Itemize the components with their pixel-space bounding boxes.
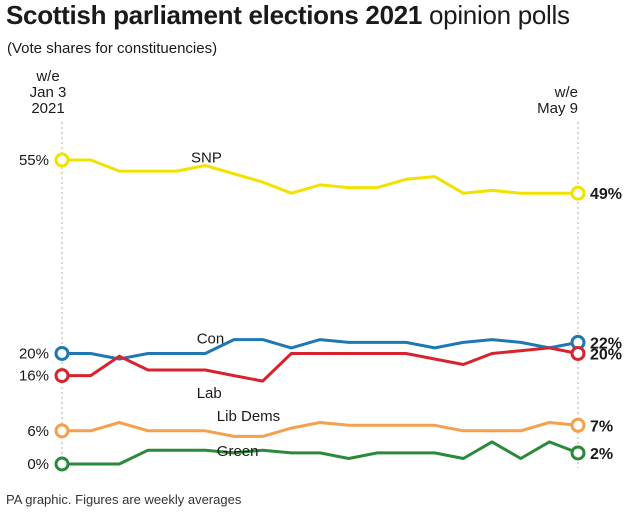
start-value-label-lab: 16% (19, 368, 49, 385)
series-start-point-lib-dems (54, 423, 70, 439)
title-bold: Scottish parliament elections 2021 (6, 0, 423, 30)
series-line-con (60, 338, 580, 361)
end-value-label-lab: 20% (590, 346, 622, 363)
series-line-green (60, 440, 580, 466)
end-value-label-green: 2% (590, 446, 613, 463)
series-end-point-lib-dems (570, 417, 586, 433)
chart-title: Scottish parliament elections 2021 opini… (6, 0, 570, 31)
series-name-label-lib-dems: Lib Dems (217, 408, 280, 425)
series-end-point-green (570, 445, 586, 461)
series-start-point-lab (54, 368, 70, 384)
series-name-label-lab: Lab (197, 385, 222, 402)
series-start-point-con (54, 345, 70, 361)
end-value-label-con: 22% (590, 335, 622, 352)
x-start-label-line: w/e (35, 68, 59, 85)
start-value-label-green: 0% (27, 456, 49, 473)
title-light: opinion polls (429, 0, 570, 30)
x-end-label-line: May 9 (537, 100, 578, 117)
end-value-label-snp: 49% (590, 186, 622, 203)
series-line-lib-dems (60, 421, 580, 438)
series-line-lab (60, 346, 580, 383)
footer-note: PA graphic. Figures are weekly averages (6, 492, 242, 507)
series-name-label-green: Green (217, 443, 259, 460)
series-start-point-snp (54, 152, 70, 168)
series-start-point-green (54, 456, 70, 472)
x-start-label-line: 2021 (31, 100, 64, 117)
start-value-label-con: 20% (19, 345, 49, 362)
series-name-label-snp: SNP (191, 150, 222, 167)
series-end-point-lab (570, 345, 586, 361)
chart-subtitle: (Vote shares for constituencies) (7, 40, 218, 57)
series-end-point-snp (570, 185, 586, 201)
series-name-label-con: Con (197, 330, 225, 347)
start-value-label-snp: 55% (19, 152, 49, 169)
x-start-label-line: Jan 3 (30, 84, 67, 101)
start-value-label-lib-dems: 6% (27, 423, 49, 440)
series-line-snp (60, 158, 580, 195)
x-end-label-line: w/e (554, 84, 578, 101)
end-value-label-lib-dems: 7% (590, 418, 613, 435)
